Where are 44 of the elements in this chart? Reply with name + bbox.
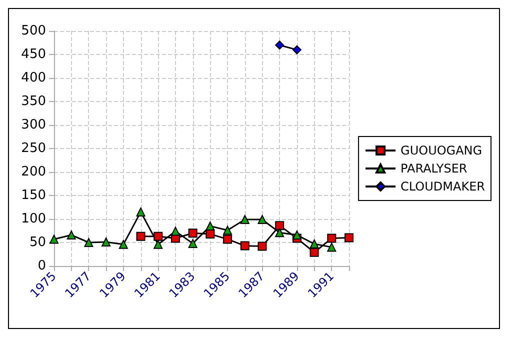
y-tick-label: 100 xyxy=(21,212,46,226)
point xyxy=(327,234,336,243)
legend-label: CLOUDMAKER xyxy=(400,180,486,194)
point xyxy=(275,221,284,230)
point xyxy=(292,230,302,240)
y-tick-label: 150 xyxy=(21,188,46,203)
point xyxy=(223,234,232,244)
point xyxy=(118,240,128,249)
y-tick-label: 300 xyxy=(21,118,46,132)
point xyxy=(206,230,215,239)
point xyxy=(154,240,163,249)
point xyxy=(258,242,267,251)
y-tick-label: 200 xyxy=(21,164,46,180)
y-tick-label: 500 xyxy=(21,24,46,38)
y-tick-label: 400 xyxy=(21,70,46,86)
point xyxy=(136,232,146,241)
point xyxy=(102,238,111,247)
point xyxy=(344,233,354,242)
legend-label: PARALYSER xyxy=(400,162,468,176)
point xyxy=(240,241,250,250)
point xyxy=(170,226,180,236)
point xyxy=(310,248,319,257)
point xyxy=(223,226,232,235)
y-tick-label: 350 xyxy=(21,94,46,109)
point xyxy=(188,228,198,238)
y-tick-label: 450 xyxy=(21,47,46,62)
point xyxy=(258,214,267,224)
y-tick-label: 250 xyxy=(21,141,46,156)
point xyxy=(66,230,76,240)
point xyxy=(188,238,198,248)
point xyxy=(275,228,284,238)
point xyxy=(275,40,284,50)
point xyxy=(50,234,58,244)
point xyxy=(310,239,319,248)
y-tick-label: 0 xyxy=(38,258,46,274)
point xyxy=(84,238,94,247)
point xyxy=(292,45,302,54)
y-tick-label: 50 xyxy=(29,235,46,250)
point xyxy=(154,232,163,241)
point xyxy=(240,214,250,224)
point xyxy=(206,222,215,231)
point xyxy=(327,242,336,252)
point xyxy=(136,207,146,216)
legend-label: GUOUOGANG xyxy=(400,144,482,158)
